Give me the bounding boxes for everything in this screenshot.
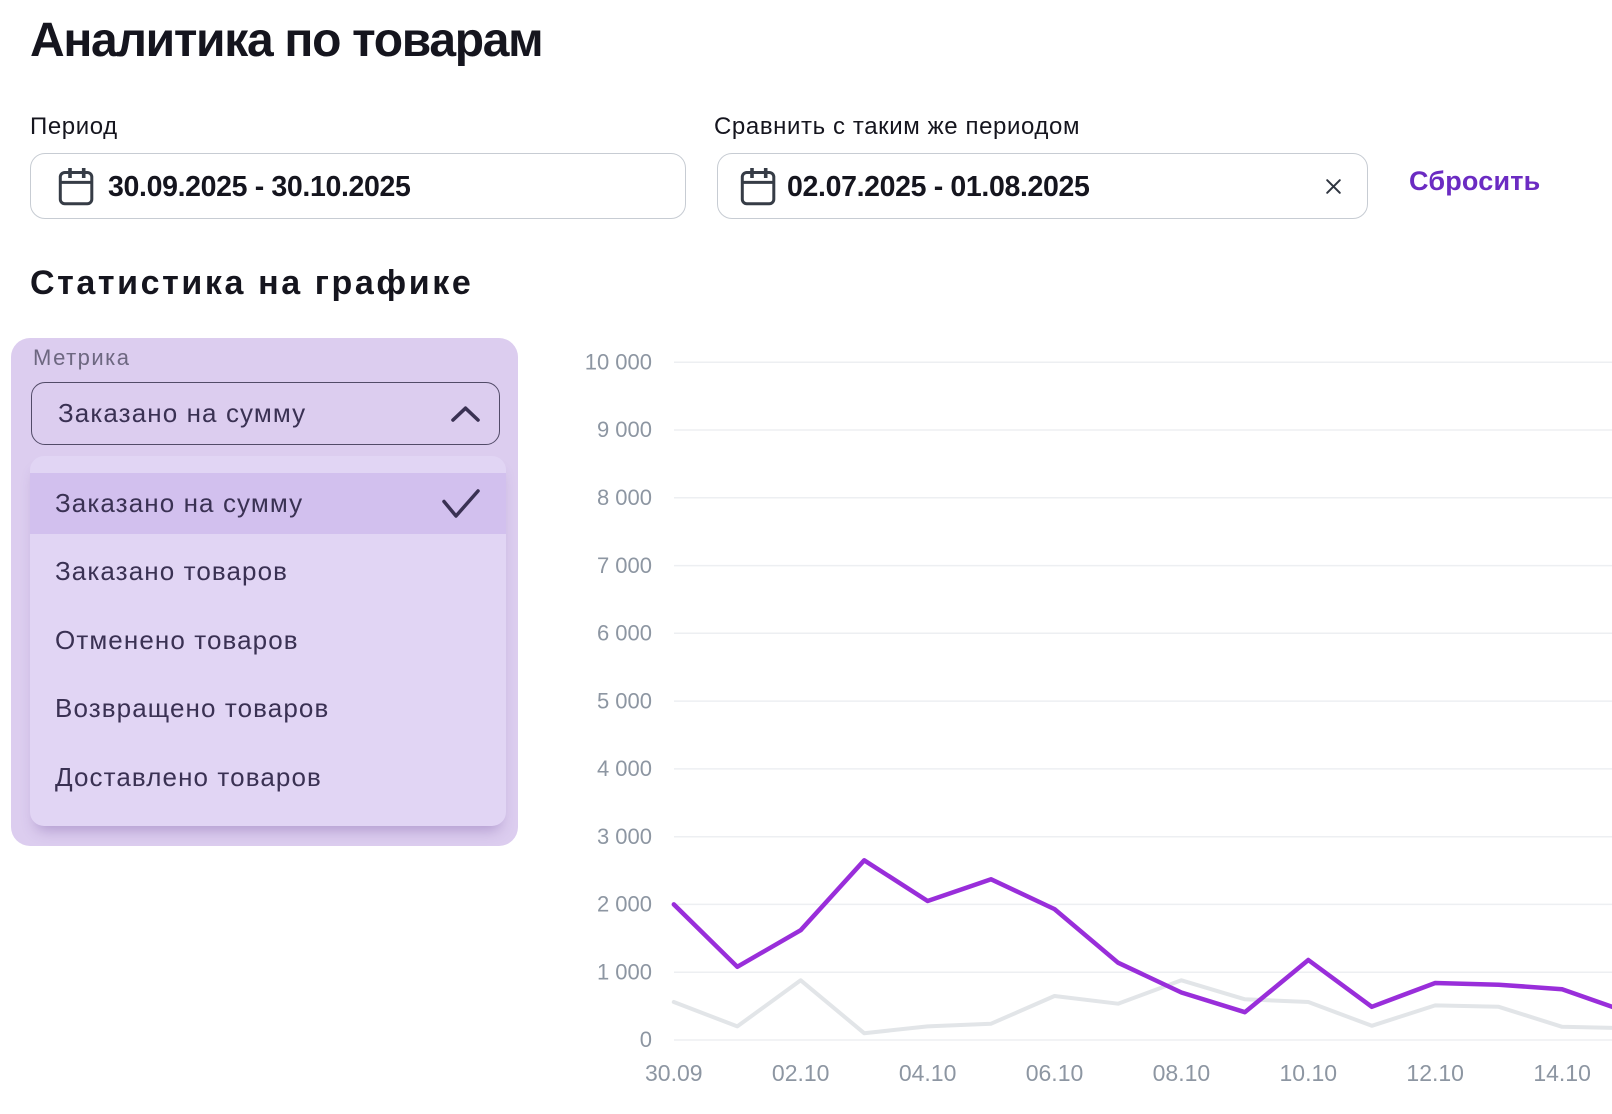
svg-text:08.10: 08.10: [1153, 1060, 1211, 1086]
svg-text:2 000: 2 000: [597, 892, 652, 917]
svg-text:10.10: 10.10: [1280, 1060, 1338, 1086]
svg-text:4 000: 4 000: [597, 756, 652, 781]
svg-text:1 000: 1 000: [597, 959, 652, 984]
svg-text:7 000: 7 000: [597, 553, 652, 578]
svg-text:06.10: 06.10: [1026, 1060, 1084, 1086]
svg-text:9 000: 9 000: [597, 417, 652, 442]
svg-text:8 000: 8 000: [597, 485, 652, 510]
svg-text:12.10: 12.10: [1406, 1060, 1464, 1086]
svg-text:04.10: 04.10: [899, 1060, 957, 1086]
svg-text:6 000: 6 000: [597, 621, 652, 646]
svg-text:14.10: 14.10: [1533, 1060, 1591, 1086]
svg-text:3 000: 3 000: [597, 824, 652, 849]
svg-text:02.10: 02.10: [772, 1060, 830, 1086]
svg-text:10 000: 10 000: [585, 349, 652, 374]
svg-text:30.09: 30.09: [645, 1060, 703, 1086]
svg-text:0: 0: [640, 1027, 652, 1052]
svg-text:5 000: 5 000: [597, 688, 652, 713]
